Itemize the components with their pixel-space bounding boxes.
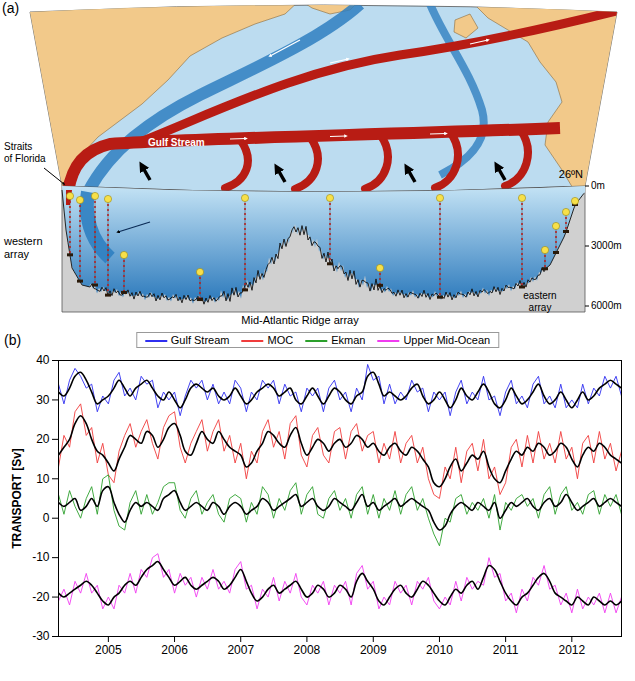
svg-text:3000m: 3000m [591, 240, 622, 251]
svg-text:6000m: 6000m [591, 300, 622, 311]
svg-text:0: 0 [43, 511, 50, 525]
svg-text:Gulf Stream: Gulf Stream [148, 137, 205, 148]
svg-text:26ºN: 26ºN [559, 168, 583, 180]
svg-text:westernarray: westernarray [3, 235, 43, 260]
svg-text:2009: 2009 [360, 643, 387, 657]
html-text:Ekman: Ekman [331, 334, 366, 346]
html-text:MOC: MOC [267, 334, 294, 346]
svg-text:2012: 2012 [558, 643, 585, 657]
svg-text:2005: 2005 [95, 643, 122, 657]
svg-text:-20: -20 [32, 590, 50, 604]
svg-text:Straitsof Florida: Straitsof Florida [4, 141, 46, 164]
svg-text:-10: -10 [32, 550, 50, 564]
svg-text:10: 10 [36, 472, 50, 486]
svg-text:30: 30 [36, 393, 50, 407]
svg-text:0m: 0m [591, 180, 605, 191]
svg-text:20: 20 [36, 432, 50, 446]
svg-text:-30: -30 [32, 629, 50, 643]
svg-text:40: 40 [36, 353, 50, 367]
svg-text:TRANSPORT [Sv]: TRANSPORT [Sv] [10, 448, 24, 549]
svg-text:2011: 2011 [493, 643, 519, 657]
svg-text:2007: 2007 [227, 643, 254, 657]
svg-text:2008: 2008 [294, 643, 321, 657]
svg-text:Mid-Atlantic Ridge array: Mid-Atlantic Ridge array [241, 314, 359, 326]
svg-text:(a): (a) [2, 0, 19, 16]
html-text:(b): (b) [4, 332, 22, 348]
html-text:Upper Mid-Ocean: Upper Mid-Ocean [403, 334, 491, 346]
html-text:Gulf Stream: Gulf Stream [170, 334, 230, 346]
svg-text:2010: 2010 [426, 643, 453, 657]
svg-text:2006: 2006 [161, 643, 188, 657]
svg-text:easternarray: easternarray [523, 290, 556, 313]
